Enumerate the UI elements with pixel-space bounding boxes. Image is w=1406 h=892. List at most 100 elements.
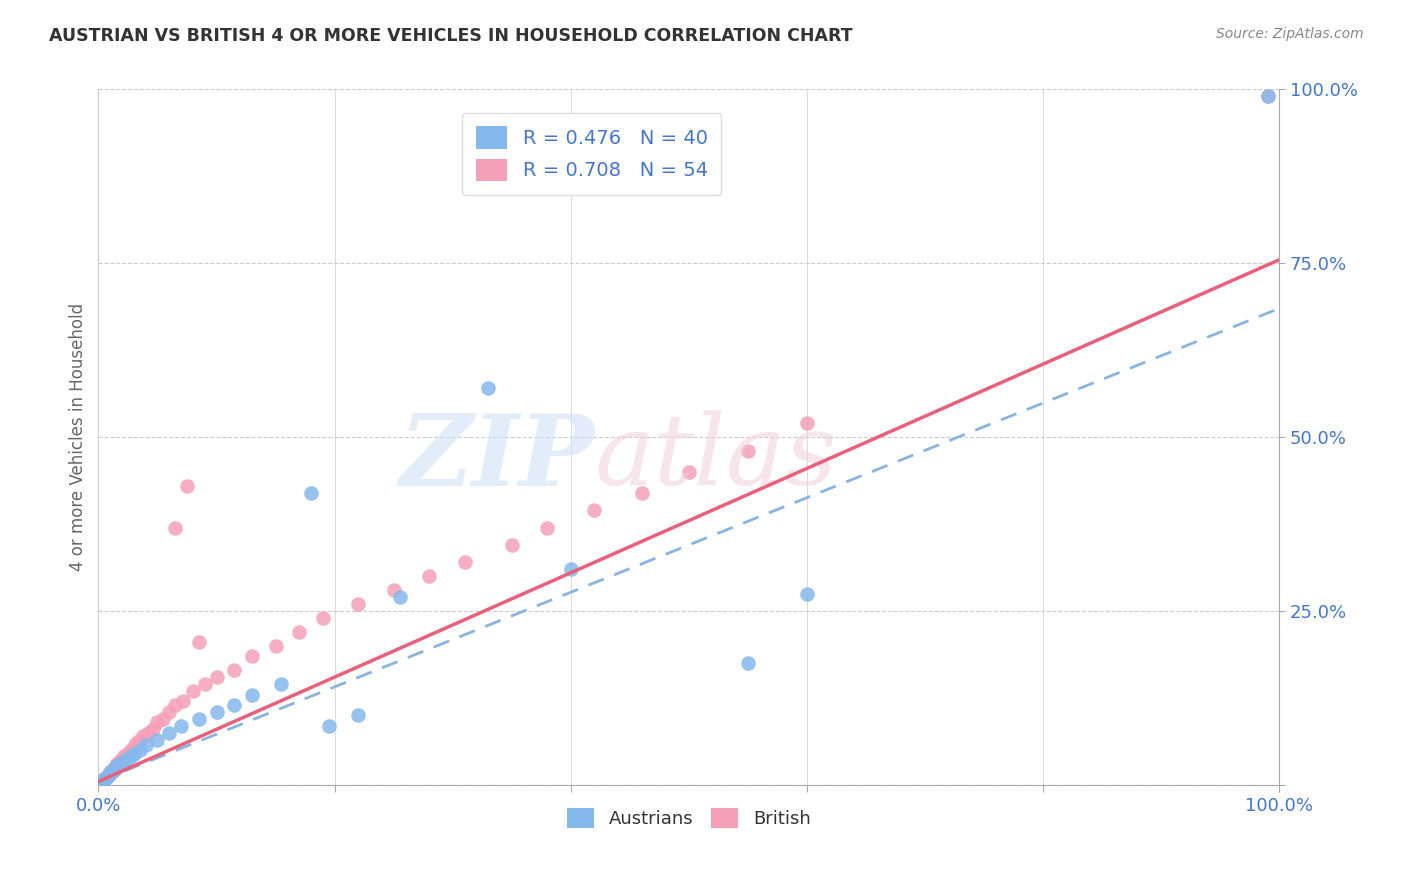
Point <box>224 663 246 677</box>
Point <box>205 670 228 684</box>
Point <box>583 503 606 517</box>
Text: Source: ZipAtlas.com: Source: ZipAtlas.com <box>1216 27 1364 41</box>
Point <box>105 759 128 773</box>
Point <box>264 639 287 653</box>
Point <box>318 719 340 733</box>
Point <box>104 760 127 774</box>
Point <box>91 773 114 788</box>
Point <box>678 465 700 479</box>
Point <box>103 763 125 777</box>
Point <box>146 715 169 730</box>
Y-axis label: 4 or more Vehicles in Household: 4 or more Vehicles in Household <box>69 303 87 571</box>
Point <box>96 770 118 784</box>
Point <box>382 583 405 598</box>
Point <box>560 562 582 576</box>
Point <box>98 767 121 781</box>
Point <box>105 760 128 774</box>
Point <box>91 773 114 788</box>
Point <box>93 772 115 787</box>
Point <box>93 772 115 787</box>
Point <box>122 739 145 754</box>
Point <box>453 555 475 569</box>
Point <box>170 719 193 733</box>
Point <box>172 694 194 708</box>
Point <box>136 726 159 740</box>
Point <box>125 736 148 750</box>
Point <box>388 590 411 604</box>
Point <box>121 748 143 763</box>
Point <box>112 748 135 763</box>
Point <box>630 485 652 500</box>
Point <box>121 743 143 757</box>
Point <box>107 756 129 770</box>
Point <box>105 757 128 772</box>
Point <box>165 698 187 712</box>
Point <box>103 761 125 775</box>
Point <box>94 771 117 785</box>
Point <box>122 747 145 761</box>
Point <box>737 657 759 671</box>
Point <box>347 597 370 611</box>
Text: atlas: atlas <box>595 410 837 506</box>
Point <box>165 520 187 534</box>
Text: AUSTRIAN VS BRITISH 4 OR MORE VEHICLES IN HOUSEHOLD CORRELATION CHART: AUSTRIAN VS BRITISH 4 OR MORE VEHICLES I… <box>49 27 853 45</box>
Point <box>312 611 335 625</box>
Point <box>128 743 150 757</box>
Point <box>98 765 121 780</box>
Point <box>796 416 818 430</box>
Point <box>347 708 370 723</box>
Point <box>1257 89 1279 103</box>
Point <box>111 751 134 765</box>
Point <box>108 754 131 768</box>
Point <box>128 732 150 747</box>
Point <box>105 758 128 772</box>
Point <box>187 712 209 726</box>
Point <box>97 768 120 782</box>
Point <box>108 757 131 772</box>
Point <box>112 754 135 768</box>
Point <box>94 771 117 785</box>
Point <box>288 624 311 639</box>
Text: ZIP: ZIP <box>399 409 595 506</box>
Point <box>205 705 228 719</box>
Point <box>157 705 180 719</box>
Point <box>176 479 198 493</box>
Point <box>181 684 204 698</box>
Point <box>796 587 818 601</box>
Point <box>117 746 139 760</box>
Point <box>194 677 217 691</box>
Point <box>107 758 129 772</box>
Legend: Austrians, British: Austrians, British <box>560 801 818 835</box>
Point <box>737 444 759 458</box>
Point <box>152 712 174 726</box>
Point <box>418 569 440 583</box>
Point <box>98 766 121 780</box>
Point <box>536 520 558 534</box>
Point <box>240 688 263 702</box>
Point <box>299 485 322 500</box>
Point <box>104 761 127 775</box>
Point <box>477 381 499 395</box>
Point <box>146 732 169 747</box>
Point <box>101 763 124 777</box>
Point <box>91 776 114 790</box>
Point <box>98 767 121 781</box>
Point <box>96 770 118 784</box>
Point <box>135 738 157 752</box>
Point <box>100 764 122 778</box>
Point <box>501 538 523 552</box>
Point <box>187 635 209 649</box>
Point <box>117 751 139 765</box>
Point <box>111 756 134 770</box>
Point <box>101 764 124 778</box>
Point <box>142 723 165 737</box>
Point <box>97 769 120 783</box>
Point <box>91 776 114 790</box>
Point <box>240 649 263 664</box>
Point <box>132 729 155 743</box>
Point <box>224 698 246 712</box>
Point <box>157 726 180 740</box>
Point <box>270 677 292 691</box>
Point <box>100 765 122 780</box>
Point <box>1257 89 1279 103</box>
